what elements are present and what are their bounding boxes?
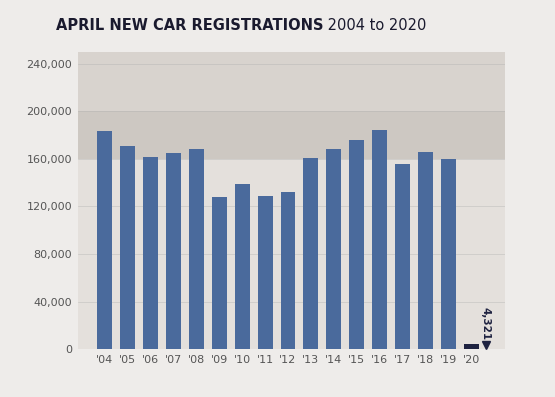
Bar — [212, 197, 226, 349]
Bar — [189, 148, 204, 349]
Bar — [78, 111, 505, 159]
Bar — [326, 148, 341, 349]
Text: APRIL NEW CAR REGISTRATIONS: APRIL NEW CAR REGISTRATIONS — [56, 18, 323, 33]
Bar — [97, 131, 112, 349]
Bar — [78, 52, 505, 111]
Bar — [441, 159, 456, 349]
Bar — [304, 158, 319, 349]
Text: 2004 to 2020: 2004 to 2020 — [323, 18, 426, 33]
Bar — [464, 344, 479, 349]
Bar — [166, 153, 181, 349]
Bar — [258, 196, 273, 349]
Bar — [235, 184, 250, 349]
Bar — [280, 192, 295, 349]
Bar — [120, 146, 135, 349]
Bar — [372, 130, 387, 349]
Bar — [418, 152, 433, 349]
Bar — [395, 164, 410, 349]
Bar — [143, 157, 158, 349]
Bar — [349, 140, 364, 349]
Text: 4,321: 4,321 — [481, 306, 491, 340]
